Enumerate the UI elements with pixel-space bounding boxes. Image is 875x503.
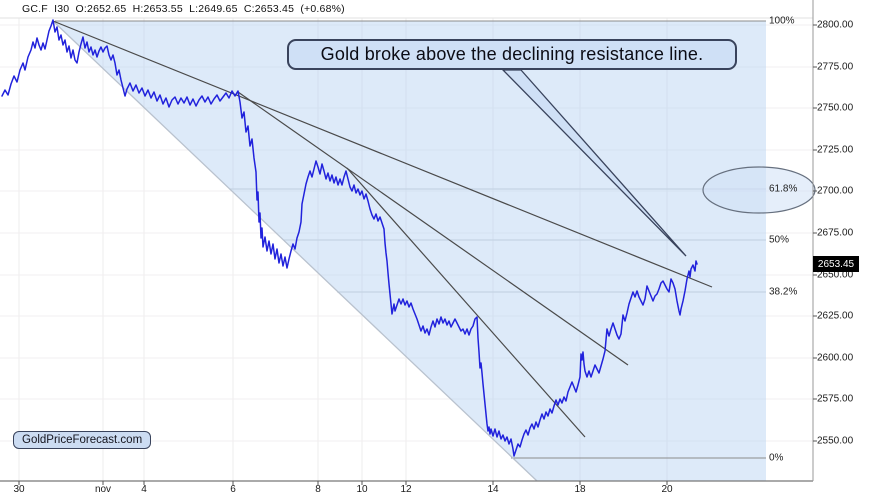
time-axis-label: 8 — [315, 484, 321, 495]
time-axis-label: 18 — [574, 484, 586, 495]
price-axis-label: 2550.00 — [817, 435, 854, 447]
price-axis-label: 2600.00 — [817, 352, 854, 364]
price-axis-label: 2625.00 — [817, 310, 854, 322]
declining-resistance-3 — [346, 167, 586, 438]
time-axis-label: 20 — [661, 484, 673, 495]
fib-618-highlight-ellipse — [702, 166, 816, 214]
gold-price-line — [1, 19, 698, 457]
time-axis-label: 12 — [400, 484, 412, 495]
current-price-tag: 2653.45 — [813, 256, 859, 272]
time-axis-label: 10 — [356, 484, 368, 495]
price-axis-label: 2725.00 — [817, 144, 854, 156]
time-axis-label: 4 — [141, 484, 147, 495]
price-axis-label: 2650.00 — [817, 269, 854, 281]
price-axis-label: 2775.00 — [817, 61, 854, 73]
price-axis-label: 2800.00 — [817, 19, 854, 31]
chart-annotation-text: Gold broke above the declining resistanc… — [320, 44, 704, 64]
fib-level-label: 0% — [769, 452, 784, 464]
annotation-pointer — [501, 69, 687, 257]
time-axis-label: nov — [94, 484, 112, 495]
time-axis-label: 30 — [13, 484, 25, 495]
price-axis-label: 2575.00 — [817, 393, 854, 405]
channel-support-line — [52, 20, 538, 482]
ohlc-header: GC.F I30 O:2652.65 H:2653.55 L:2649.65 C… — [22, 3, 345, 15]
declining-resistance-1 — [52, 20, 713, 288]
chart-annotation-callout: Gold broke above the declining resistanc… — [287, 39, 737, 70]
time-axis-label: 6 — [230, 484, 236, 495]
watermark-badge: GoldPriceForecast.com — [13, 431, 152, 449]
time-axis-label: 14 — [487, 484, 499, 495]
channel-shaded-area — [53, 21, 766, 481]
fib-level-label: 100% — [769, 15, 795, 27]
fib-level-label: 50% — [769, 234, 790, 246]
price-axis-label: 2700.00 — [817, 185, 854, 197]
price-axis-label: 2675.00 — [817, 227, 854, 239]
fib-level-label: 61.8% — [769, 183, 798, 195]
fib-level-label: 38.2% — [769, 286, 798, 298]
declining-resistance-2 — [237, 91, 629, 366]
price-axis-label: 2750.00 — [817, 102, 854, 114]
